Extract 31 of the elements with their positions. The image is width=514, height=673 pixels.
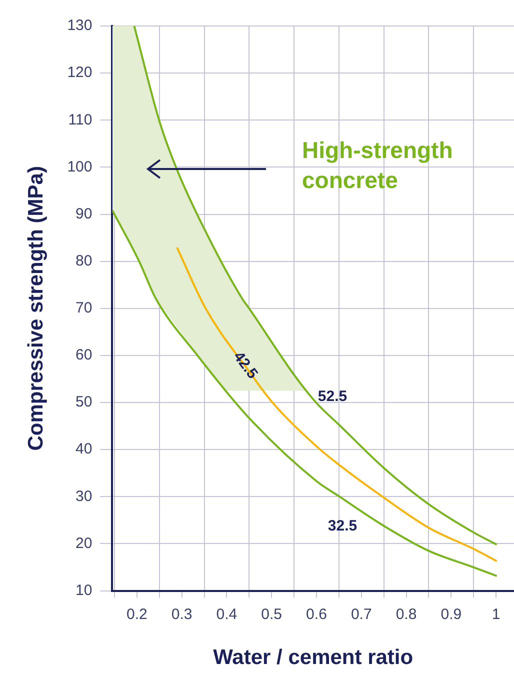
x-tick-label: 0.5 bbox=[261, 606, 282, 623]
series-label: 32.5 bbox=[328, 517, 358, 534]
x-tick-label: 0.3 bbox=[171, 606, 192, 623]
x-tick-label: 0.6 bbox=[306, 606, 327, 623]
y-tick-label: 40 bbox=[76, 440, 92, 458]
x-tick-label: 0.7 bbox=[350, 606, 372, 623]
y-tick-label: 100 bbox=[67, 158, 92, 176]
x-axis-title: Water / cement ratio bbox=[213, 646, 414, 670]
line-series bbox=[133, 26, 498, 546]
y-tick-label: 110 bbox=[68, 111, 92, 128]
x-tick-label: 1 bbox=[492, 606, 500, 623]
y-tick-label: 50 bbox=[76, 394, 92, 411]
x-tick-label: 0.4 bbox=[216, 606, 238, 623]
y-tick-label: 60 bbox=[76, 346, 92, 364]
y-tick-label: 90 bbox=[76, 205, 92, 222]
line-series bbox=[176, 247, 498, 562]
y-tick-label: 10 bbox=[76, 582, 92, 599]
y-tick-label: 130 bbox=[67, 17, 92, 34]
text: 42.5 bbox=[230, 348, 261, 382]
x-tick-label: 0.9 bbox=[440, 606, 462, 623]
y-tick-label: 30 bbox=[76, 488, 92, 505]
y-tick-label: 70 bbox=[76, 300, 92, 317]
band-label: High-strength concrete bbox=[302, 136, 453, 193]
y-axis-title: Compressive strength (MPa) bbox=[24, 166, 48, 451]
line-series bbox=[112, 210, 498, 577]
y-tick-label: 20 bbox=[76, 534, 92, 552]
y-tick-label: 120 bbox=[67, 64, 92, 82]
x-tick-label: 0.8 bbox=[396, 606, 417, 623]
series-label: 52.5 bbox=[318, 388, 348, 406]
y-tick-label: 80 bbox=[76, 252, 92, 270]
x-tick-label: 0.2 bbox=[126, 606, 148, 623]
